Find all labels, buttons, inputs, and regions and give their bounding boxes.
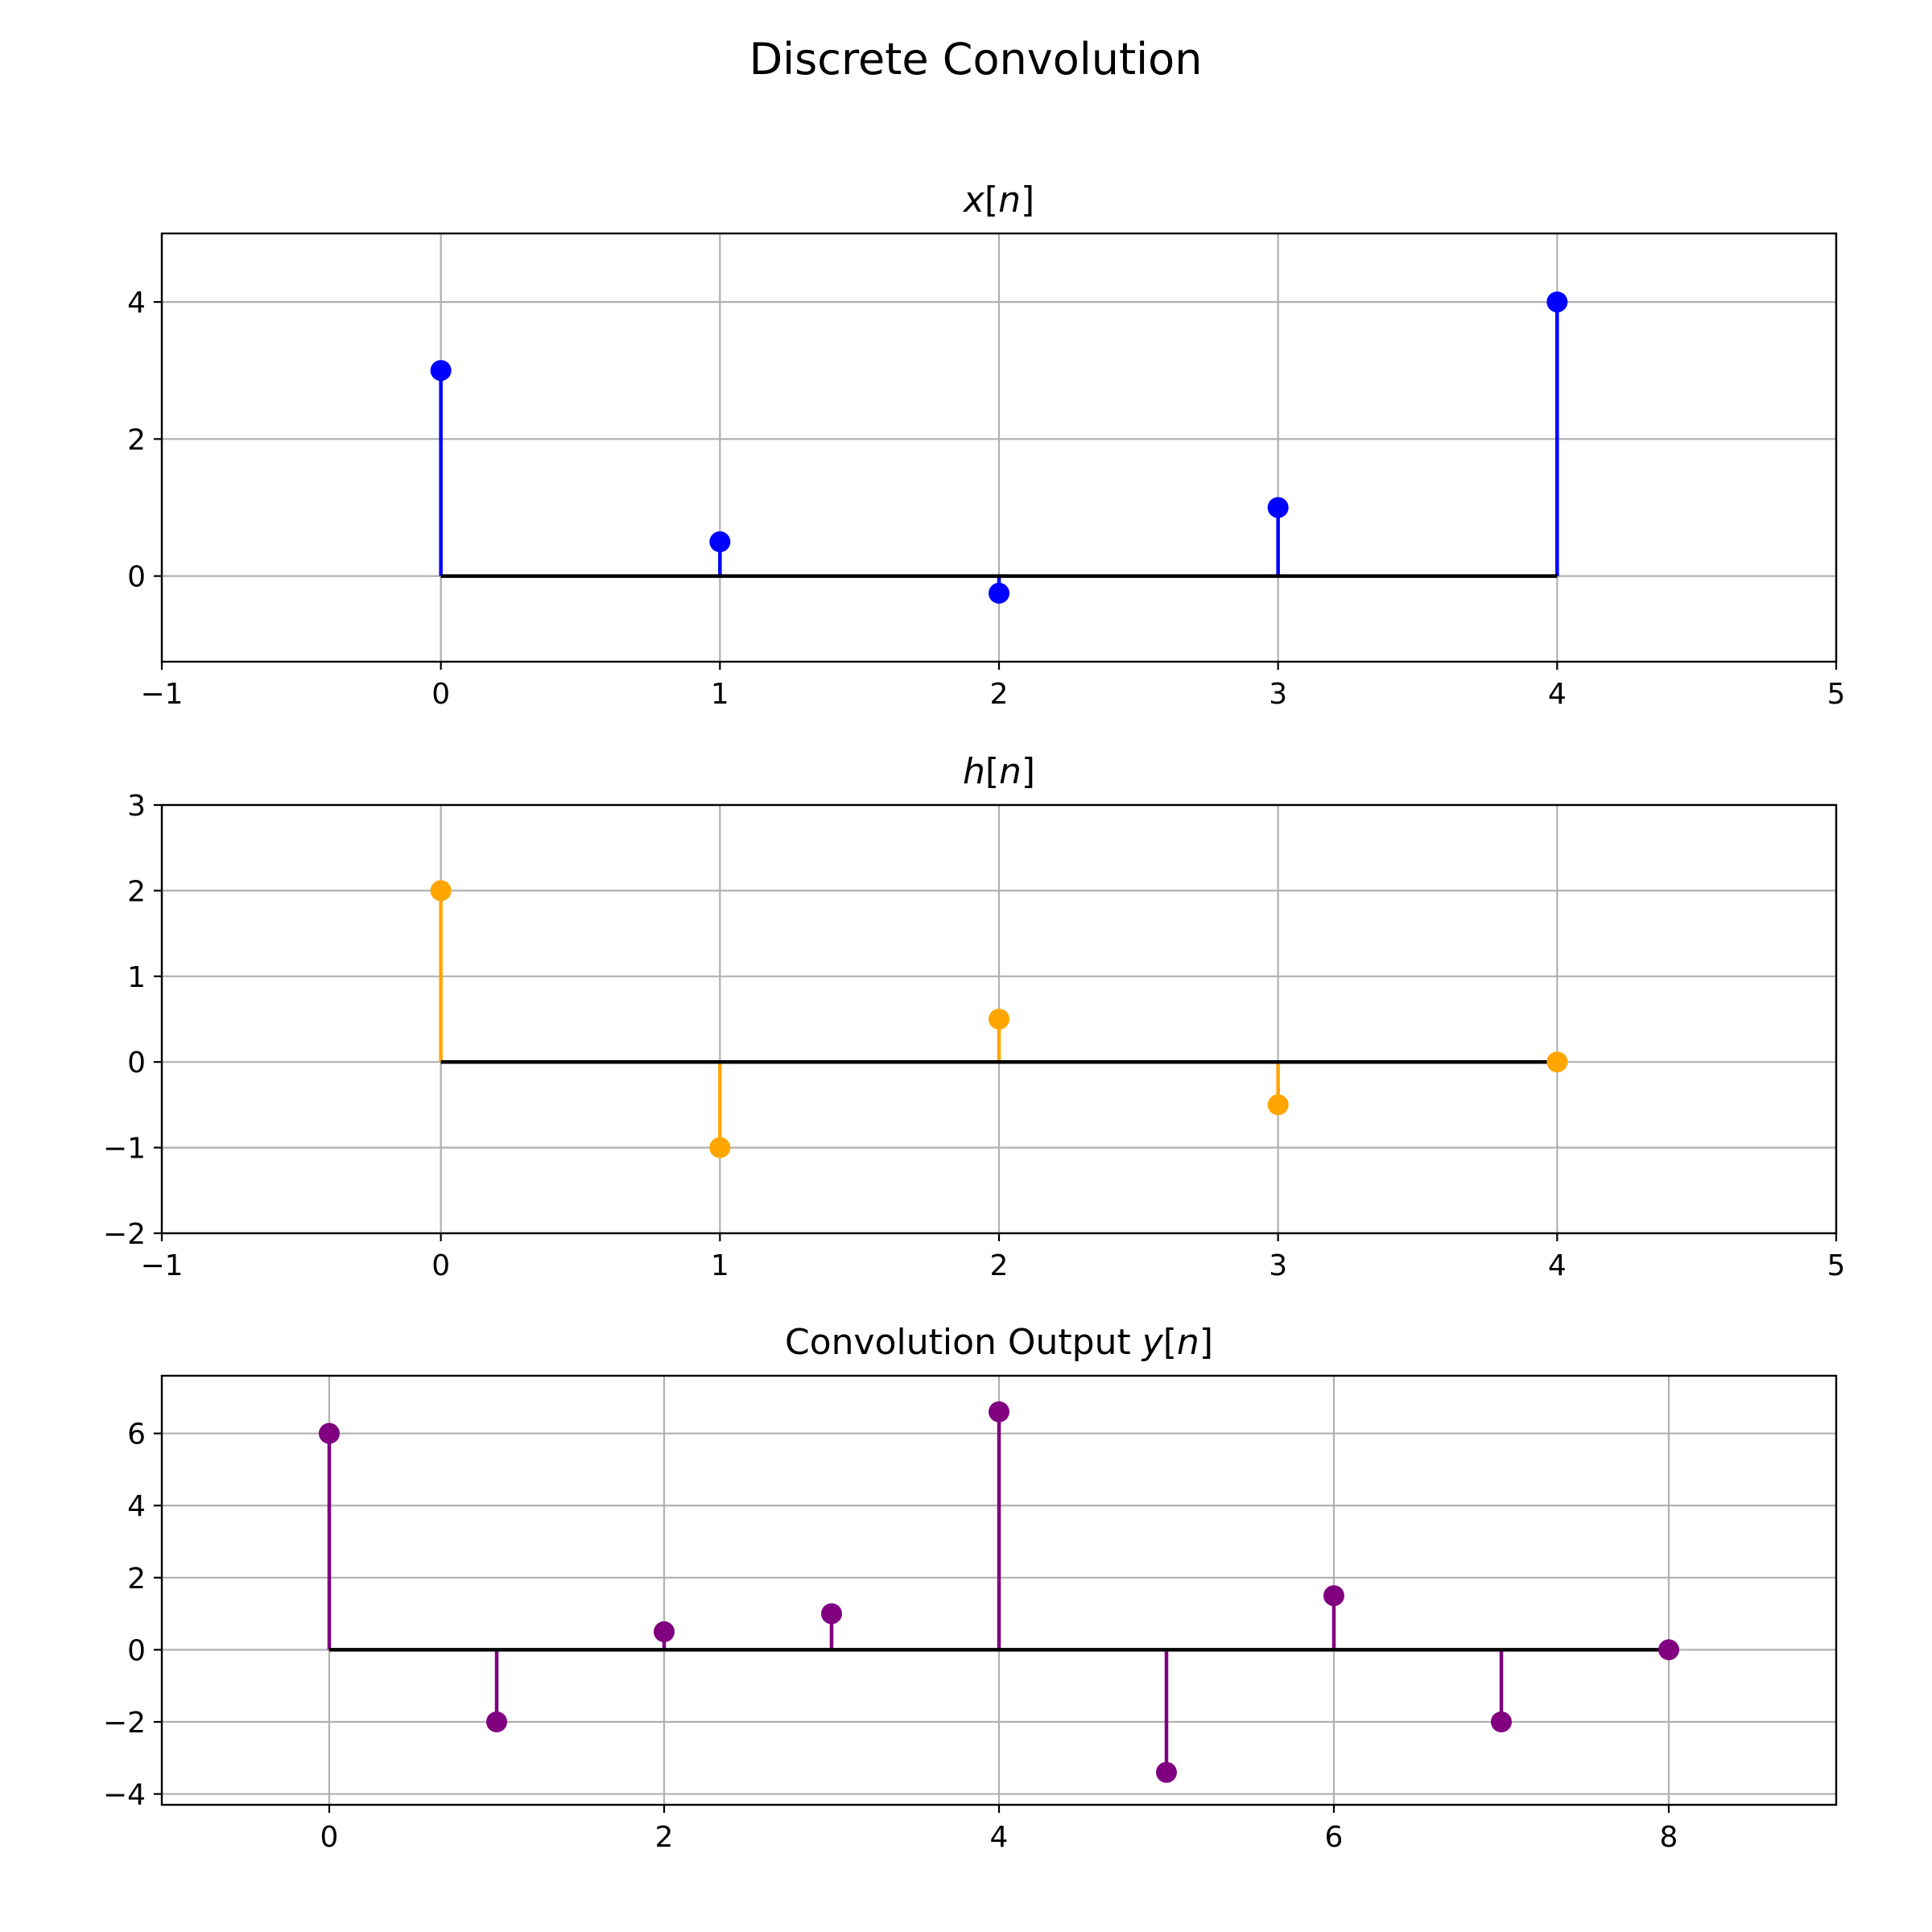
y-tick-label: 1 — [127, 961, 146, 994]
stem-marker — [1491, 1711, 1512, 1732]
x-tick-label: 1 — [711, 678, 729, 711]
stem-marker — [709, 1137, 731, 1158]
stem-marker — [989, 582, 1009, 604]
subplot-title-math: ] — [1021, 180, 1034, 221]
x-tick-label: 2 — [990, 678, 1009, 711]
y-tick-label: 0 — [127, 1634, 146, 1667]
x-tick-label: 2 — [655, 1821, 674, 1854]
x-tick-label: −1 — [140, 1249, 183, 1282]
stem-marker — [989, 1401, 1009, 1422]
subplot-title-math: ] — [1022, 751, 1035, 792]
subplot-3: 0 2 4 6 8 −4 −2 0 2 4 6 Convolution Output y[n] — [103, 1322, 1838, 1854]
subplot-title-math: n — [999, 751, 1022, 792]
subplot-title-math: h — [963, 751, 985, 792]
stem-marker — [1658, 1639, 1679, 1661]
x-tick-label: 0 — [431, 678, 450, 711]
subplot-title-math: [ — [985, 180, 998, 221]
x-tick-label: 4 — [1548, 678, 1567, 711]
y-tick-label: −4 — [103, 1779, 146, 1812]
subplot-title-math: x — [962, 180, 985, 221]
x-tick-label: 5 — [1827, 1249, 1846, 1282]
stem-marker — [1267, 497, 1289, 518]
x-tick-label: 0 — [431, 1249, 450, 1282]
stem-marker — [821, 1603, 842, 1624]
y-tick-label: 2 — [127, 1563, 146, 1596]
x-tick-label: 2 — [990, 1249, 1009, 1282]
x-tick-label: 3 — [1269, 678, 1287, 711]
x-tick-label: 4 — [1548, 1249, 1567, 1282]
subplot-title-math: ] — [1199, 1322, 1213, 1363]
x-tick-label: 6 — [1325, 1821, 1344, 1854]
x-tick-label: 8 — [1660, 1821, 1678, 1854]
y-tick-label: 2 — [127, 423, 146, 456]
stem-marker — [1267, 1094, 1289, 1116]
subplot-title: x[n] — [962, 180, 1034, 221]
subplot-title-math: n — [1177, 1322, 1199, 1363]
y-tick-label: 2 — [127, 875, 146, 908]
figure-suptitle: Discrete Convolution — [749, 34, 1203, 85]
subplot-title-math: n — [998, 180, 1021, 221]
subplot-title-math: y — [1141, 1322, 1164, 1363]
stem-marker — [989, 1009, 1009, 1030]
stem-marker — [430, 360, 452, 382]
y-tick-label: 4 — [127, 1490, 146, 1523]
y-tick-label: −1 — [103, 1133, 146, 1166]
y-tick-label: 6 — [127, 1418, 146, 1451]
stem-marker — [319, 1422, 340, 1444]
subplot-title: Convolution Output y[n] — [785, 1322, 1213, 1363]
y-tick-label: 3 — [127, 790, 146, 823]
subplot-1: −1 0 1 2 3 4 5 0 2 4 x[n] — [127, 180, 1845, 711]
x-tick-label: 4 — [990, 1821, 1009, 1854]
stem-marker — [486, 1711, 507, 1732]
subplot-title-math: [ — [1163, 1322, 1177, 1363]
subplot-title-math: [ — [985, 751, 999, 792]
y-tick-label: 0 — [127, 1046, 146, 1080]
stem-marker — [1323, 1585, 1344, 1607]
stem-marker — [654, 1621, 675, 1643]
stem-marker — [709, 531, 731, 553]
stem-marker — [430, 880, 452, 902]
x-tick-label: −1 — [140, 678, 183, 711]
x-tick-label: 5 — [1827, 678, 1846, 711]
subplot-title: h[n] — [963, 751, 1035, 792]
y-tick-label: 0 — [127, 561, 146, 594]
subplot-title-prefix: Convolution Output — [785, 1322, 1142, 1363]
stem-marker — [1546, 291, 1568, 313]
y-tick-label: −2 — [103, 1218, 146, 1251]
y-tick-label: −2 — [103, 1707, 146, 1740]
x-tick-label: 1 — [711, 1249, 729, 1282]
stem-marker — [1546, 1051, 1568, 1073]
x-tick-label: 3 — [1269, 1249, 1287, 1282]
stem-marker — [1156, 1761, 1177, 1783]
x-tick-label: 0 — [320, 1821, 339, 1854]
y-tick-label: 4 — [127, 287, 146, 320]
